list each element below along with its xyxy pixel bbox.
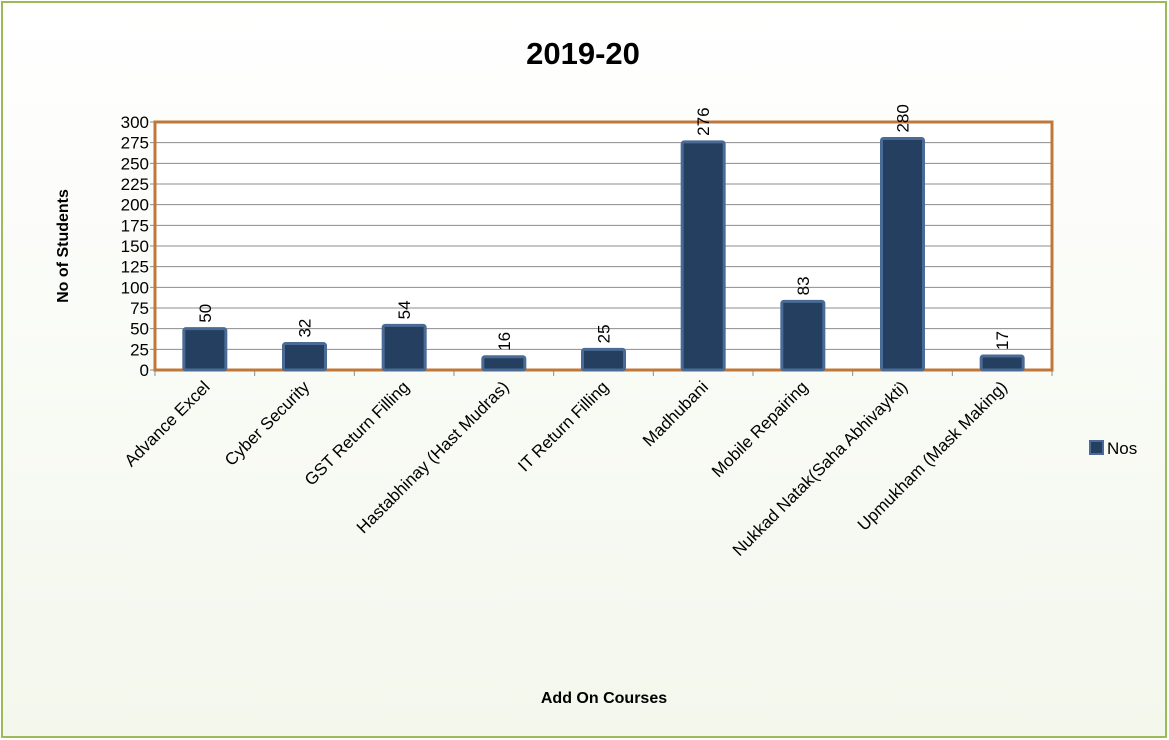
y-tick-label: 75 [130,299,149,318]
y-tick-label: 300 [121,113,149,132]
bar [979,354,1025,372]
bar [680,140,726,372]
y-tick-label: 275 [121,134,149,153]
bar [282,342,327,372]
y-axis-title: No of Students [55,189,72,303]
chart-title: 2019-20 [526,36,640,71]
y-tick-label: 225 [121,175,149,194]
y-tick-label: 175 [121,216,149,235]
y-tick-label: 0 [140,361,149,380]
y-tick-label: 50 [130,320,149,339]
y-tick-label: 200 [121,196,149,215]
data-label: 280 [894,104,913,132]
data-label: 25 [595,324,614,343]
bar [780,299,826,372]
data-label: 32 [296,319,315,338]
bar [381,323,427,372]
data-label: 50 [196,304,215,323]
bar [581,347,626,372]
y-tick-label: 250 [121,154,149,173]
data-label: 17 [993,331,1012,350]
data-label: 54 [395,300,414,319]
data-label: 16 [495,332,514,351]
bar [481,355,527,372]
data-label: 276 [694,107,713,135]
bar [880,137,925,372]
x-axis-title: Add On Courses [541,690,667,707]
y-tick-label: 125 [121,258,149,277]
legend-label: Nos [1107,439,1137,458]
y-tick-label: 25 [130,340,149,359]
data-label: 83 [794,276,813,295]
y-tick-label: 150 [121,237,149,256]
legend-swatch [1089,440,1104,455]
bar [182,327,228,372]
y-tick-label: 100 [121,278,149,297]
